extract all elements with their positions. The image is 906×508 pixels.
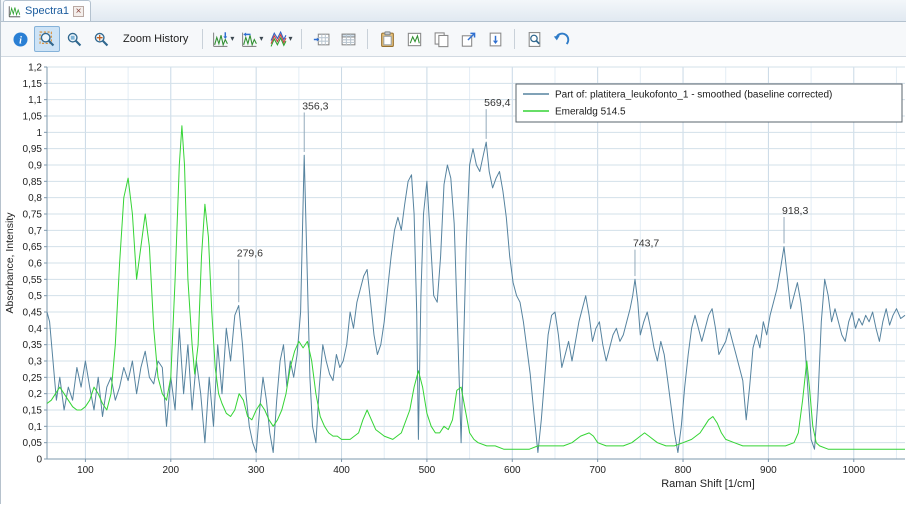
svg-text:1: 1 bbox=[36, 128, 42, 139]
y-axis-title: Absorbance, Intensity bbox=[4, 212, 16, 314]
print-preview-icon bbox=[526, 31, 543, 48]
svg-text:0,75: 0,75 bbox=[23, 210, 43, 221]
svg-text:0,05: 0,05 bbox=[23, 438, 43, 449]
chart-svg: 0 0,05 0,1 0,15 0,2 0,25 0,3 0,35 0,4 0,45 0,5 0,55… bbox=[1, 57, 906, 503]
series-line-0 bbox=[47, 142, 905, 452]
zoom-crosshair-button[interactable] bbox=[88, 26, 114, 52]
legend-entry-1: Emeraldg 514.5 bbox=[555, 107, 626, 118]
svg-text:1,2: 1,2 bbox=[28, 63, 42, 74]
info-button[interactable]: i bbox=[7, 26, 33, 52]
zoom-selection-icon bbox=[39, 31, 56, 48]
paste-button[interactable] bbox=[374, 26, 400, 52]
svg-text:0,85: 0,85 bbox=[23, 177, 43, 188]
paste-icon bbox=[379, 31, 396, 48]
tab-bar: Spectra1 × bbox=[1, 0, 906, 22]
table-button[interactable] bbox=[335, 26, 361, 52]
svg-text:600: 600 bbox=[504, 465, 521, 476]
colored-spectra-button[interactable]: ▾ bbox=[267, 26, 295, 52]
x-axis-title: Raman Shift [1/cm] bbox=[661, 478, 755, 490]
svg-text:0,9: 0,9 bbox=[28, 161, 42, 172]
svg-text:0,45: 0,45 bbox=[23, 308, 43, 319]
peak-pick-icon bbox=[212, 31, 229, 48]
shift-left-icon bbox=[241, 31, 258, 48]
zoom-crosshair-icon bbox=[93, 31, 110, 48]
svg-text:0,4: 0,4 bbox=[28, 324, 42, 335]
chevron-down-icon: ▾ bbox=[259, 35, 263, 43]
svg-text:1000: 1000 bbox=[843, 465, 866, 476]
svg-text:400: 400 bbox=[333, 465, 350, 476]
svg-text:700: 700 bbox=[589, 465, 606, 476]
svg-text:800: 800 bbox=[675, 465, 692, 476]
spectra-icon bbox=[8, 5, 21, 18]
table-icon bbox=[340, 31, 357, 48]
export-image-button[interactable] bbox=[455, 26, 481, 52]
svg-text:i: i bbox=[19, 35, 22, 46]
zoom-history-button[interactable]: Zoom History bbox=[115, 29, 196, 49]
export-image-icon bbox=[460, 31, 477, 48]
toolbar-separator bbox=[202, 29, 203, 49]
zoom-full-button[interactable] bbox=[61, 26, 87, 52]
shift-left-button[interactable]: ▾ bbox=[238, 26, 266, 52]
save-view-icon bbox=[487, 31, 504, 48]
chevron-down-icon: ▾ bbox=[288, 35, 292, 43]
copy-icon bbox=[433, 31, 450, 48]
peak-label: 569,4 bbox=[484, 97, 510, 109]
copy-button[interactable] bbox=[428, 26, 454, 52]
svg-text:1,15: 1,15 bbox=[23, 79, 43, 90]
svg-text:900: 900 bbox=[760, 465, 777, 476]
svg-text:0: 0 bbox=[36, 455, 42, 466]
table-export-icon bbox=[313, 31, 330, 48]
svg-text:100: 100 bbox=[77, 465, 94, 476]
undo-button[interactable] bbox=[548, 26, 574, 52]
svg-text:0,15: 0,15 bbox=[23, 406, 43, 417]
peak-label: 743,7 bbox=[633, 238, 659, 250]
svg-text:500: 500 bbox=[419, 465, 436, 476]
svg-text:0,5: 0,5 bbox=[28, 291, 42, 302]
svg-text:0,35: 0,35 bbox=[23, 340, 43, 351]
print-preview-button[interactable] bbox=[521, 26, 547, 52]
legend-entry-0: Part of: platitera_leukofonto_1 - smooth… bbox=[555, 90, 832, 101]
chevron-down-icon: ▾ bbox=[230, 35, 234, 43]
peak-label: 356,3 bbox=[302, 100, 328, 112]
toolbar-separator bbox=[514, 29, 515, 49]
copy-image-icon bbox=[406, 31, 423, 48]
zoom-selection-button[interactable] bbox=[34, 26, 60, 52]
svg-text:0,7: 0,7 bbox=[28, 226, 42, 237]
svg-text:0,25: 0,25 bbox=[23, 373, 43, 384]
svg-text:1,05: 1,05 bbox=[23, 112, 43, 123]
svg-text:0,3: 0,3 bbox=[28, 357, 42, 368]
info-icon: i bbox=[12, 31, 29, 48]
svg-text:0,1: 0,1 bbox=[28, 422, 42, 433]
svg-text:200: 200 bbox=[162, 465, 179, 476]
svg-text:0,55: 0,55 bbox=[23, 275, 43, 286]
peak-label: 918,3 bbox=[782, 205, 808, 217]
spectra-chart[interactable]: 0 0,05 0,1 0,15 0,2 0,25 0,3 0,35 0,4 0,45 0,5 0,55… bbox=[1, 57, 906, 503]
colored-spectra-icon bbox=[270, 31, 287, 48]
legend: Part of: platitera_leukofonto_1 - smooth… bbox=[516, 84, 902, 122]
svg-text:0,2: 0,2 bbox=[28, 389, 42, 400]
svg-text:0,8: 0,8 bbox=[28, 193, 42, 204]
save-view-button[interactable] bbox=[482, 26, 508, 52]
spectra-window: Spectra1 × i Zoom History ▾ ▾ bbox=[0, 0, 906, 504]
zoom-full-icon bbox=[66, 31, 83, 48]
svg-text:0,65: 0,65 bbox=[23, 242, 43, 253]
svg-text:0,6: 0,6 bbox=[28, 259, 42, 270]
table-export-button[interactable] bbox=[308, 26, 334, 52]
tab-spectra1[interactable]: Spectra1 × bbox=[3, 0, 91, 21]
peak-pick-button[interactable]: ▾ bbox=[209, 26, 237, 52]
close-tab-icon[interactable]: × bbox=[73, 6, 84, 17]
svg-text:300: 300 bbox=[248, 465, 265, 476]
undo-icon bbox=[553, 31, 570, 48]
toolbar: i Zoom History ▾ ▾ ▾ bbox=[1, 22, 906, 57]
peak-label: 279,6 bbox=[237, 247, 263, 259]
tab-label: Spectra1 bbox=[25, 6, 69, 17]
svg-text:0,95: 0,95 bbox=[23, 144, 43, 155]
toolbar-separator bbox=[301, 29, 302, 49]
svg-text:1,1: 1,1 bbox=[28, 95, 42, 106]
copy-image-button[interactable] bbox=[401, 26, 427, 52]
toolbar-separator bbox=[367, 29, 368, 49]
